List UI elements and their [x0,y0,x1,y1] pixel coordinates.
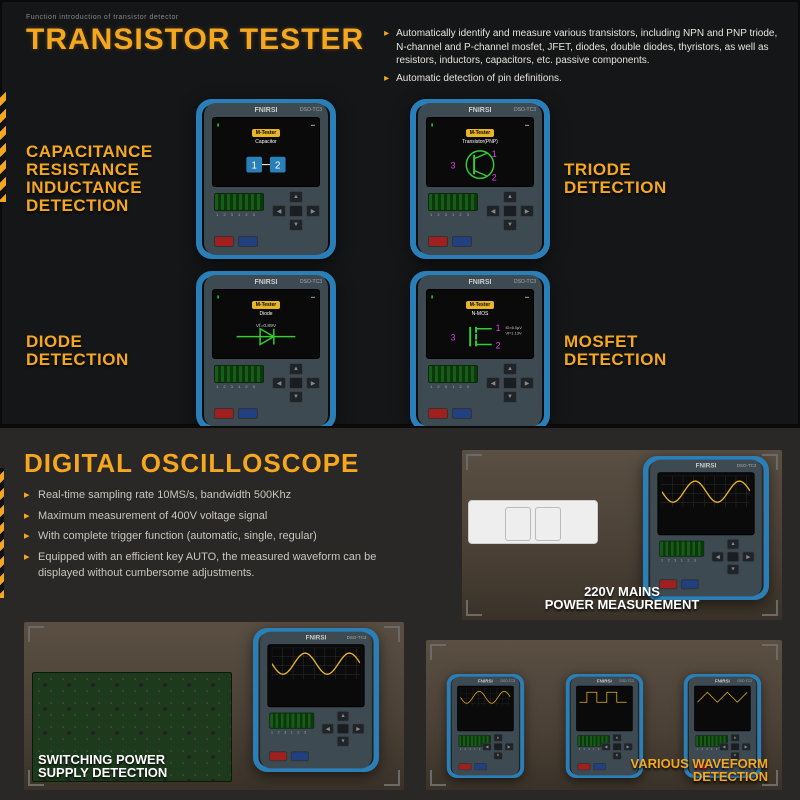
cell-label: MOSFET DETECTION [550,333,720,369]
svg-text:2: 2 [496,340,501,350]
feature-bullets: Automatically identify and measure vario… [384,25,778,89]
bullet-item: Automatically identify and measure vario… [384,27,778,68]
cell-label: DIODE DETECTION [26,333,196,369]
scene-label: VARIOUS WAVEFORM DETECTION [631,757,768,784]
scene-mains: FNIRSI DSO-TC3 1 2 3 1 2 3 ▲◀ ▶▼ 220V MA… [462,450,782,620]
detection-cell: FNIRSI DSO-TC3 ▮▬ M-Tester N-MOS 312ID=6… [410,271,780,431]
detection-cell: DIODE DETECTION FNIRSI DSO-TC3 ▮▬ M-Test… [26,271,396,431]
section-transistor-tester: Function introduction of transistor dete… [0,0,800,426]
device-mock: FNIRSI DSO-TC3 1 2 3 1 2 3 ▲◀ ▶▼ [253,628,379,772]
hazard-stripe [0,468,4,598]
bullet-item: Automatic detection of pin definitions. [384,72,778,86]
device-mock: FNIRSI DSO-TC3 ▮▬ M-Tester Transistor(PN… [410,99,550,259]
svg-text:3: 3 [451,333,456,343]
bullet-item: Real-time sampling rate 10MS/s, bandwidt… [24,487,424,504]
feature-bullets: Real-time sampling rate 10MS/s, bandwidt… [24,487,424,582]
bullet-item: Maximum measurement of 400V voltage sign… [24,508,424,525]
header-row: TRANSISTOR TESTER Automatically identify… [26,25,778,89]
cell-label: TRIODE DETECTION [550,161,720,197]
breadcrumb: Function introduction of transistor dete… [26,14,778,21]
cell-label: CAPACITANCE RESISTANCE INDUCTANCE DETECT… [26,143,196,214]
svg-text:2: 2 [275,161,280,172]
bullet-item: Equipped with an efficient key AUTO, the… [24,549,424,582]
svg-text:2: 2 [492,172,497,182]
section-oscilloscope: DIGITAL OSCILLOSCOPE Real-time sampling … [0,426,800,800]
detection-cell: CAPACITANCE RESISTANCE INDUCTANCE DETECT… [26,99,396,259]
device-mock: FNIRSI DSO-TC3 1 2 3 1 2 3 ▲◀ ▶▼ [643,456,769,600]
scene-label: 220V MAINS POWER MEASUREMENT [462,585,782,612]
device-mock: FNIRSI DSO-TC3 1 2 3 1 2 3 ▲◀ ▶▼ [447,674,524,778]
device-mock: FNIRSI DSO-TC3 ▮▬ M-Tester Diode Vf=0.89… [196,271,336,431]
svg-text:1: 1 [251,161,256,172]
bullet-item: With complete trigger function (automati… [24,528,424,545]
scene-switching: FNIRSI DSO-TC3 1 2 3 1 2 3 ▲◀ ▶▼ SWITCHI… [24,622,404,790]
svg-text:1: 1 [496,323,501,333]
device-mock: FNIRSI DSO-TC3 ▮▬ M-Tester Capacitor 12 … [196,99,336,259]
svg-text:3: 3 [451,161,456,171]
svg-text:ID=6.0μV: ID=6.0μV [505,325,522,330]
detection-grid: CAPACITANCE RESISTANCE INDUCTANCE DETECT… [26,99,778,431]
device-mock: FNIRSI DSO-TC3 ▮▬ M-Tester N-MOS 312ID=6… [410,271,550,431]
hazard-stripe [0,92,6,202]
power-strip [468,500,598,544]
section-title: TRANSISTOR TESTER [26,25,364,55]
svg-text:1: 1 [492,149,497,159]
svg-text:Vf=0.89V: Vf=0.89V [256,323,277,329]
scene-waveforms: FNIRSI DSO-TC3 1 2 3 1 2 3 ▲◀ ▶▼ FNIRSI … [426,640,782,790]
detection-cell: FNIRSI DSO-TC3 ▮▬ M-Tester Transistor(PN… [410,99,780,259]
infographic-root: Function introduction of transistor dete… [0,0,800,800]
svg-text:Vt=1.13V: Vt=1.13V [505,331,522,336]
scene-label: SWITCHING POWER SUPPLY DETECTION [38,753,167,780]
